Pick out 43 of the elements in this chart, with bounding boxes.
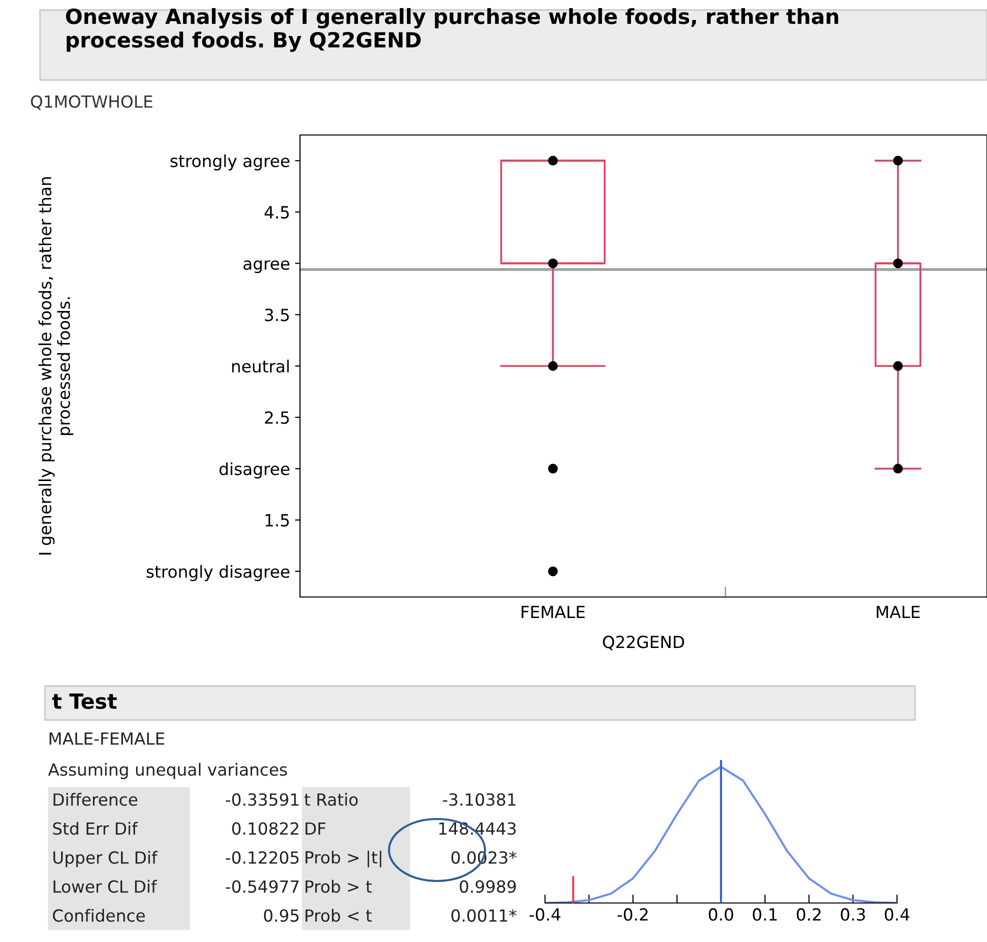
x-tick-label: 0.4 <box>884 908 910 921</box>
y-axis-title: I generally purchase whole foods, rather than processed foods. <box>38 177 74 555</box>
y-tick-label: agree <box>243 260 290 274</box>
x-tick-label: 0.3 <box>840 908 865 921</box>
text: t Ratio <box>304 792 358 806</box>
x-tick-label: 0.1 <box>752 908 777 921</box>
text: -0.12205 <box>226 851 299 864</box>
text: 0.0011* <box>451 909 516 922</box>
x-tick-label: -0.4 <box>530 908 560 921</box>
text: 0.95 <box>264 909 299 922</box>
x-tick-label: FEMALE <box>522 606 585 618</box>
x-axis-title: Q22GEND <box>602 636 684 650</box>
text: MALE-FEMALE <box>50 732 164 745</box>
y-tick-label: disagree <box>220 462 290 478</box>
text: Prob > |t| <box>306 850 382 868</box>
x-tick-label: -0.2 <box>618 908 648 921</box>
text: 0.10822 <box>232 822 298 835</box>
x-tick-label: MALE <box>876 606 920 618</box>
text: Difference <box>54 792 138 806</box>
chart-title: Oneway Analysis of I generally purchase whole foods, rather than processed foods. By Q22GEND <box>66 8 838 52</box>
text: Upper CL Dif <box>53 850 158 868</box>
y-tick-label: 3.5 <box>265 308 289 322</box>
text: Prob > t <box>306 880 372 893</box>
x-tick-label: 0.0 <box>708 908 734 921</box>
text: Confidence <box>52 908 145 922</box>
y-tick-label: neutral <box>232 360 289 373</box>
y-tick-label: 4.5 <box>264 206 289 219</box>
text: Assuming unequal variances <box>48 762 287 780</box>
text: 0.9989 <box>460 880 516 893</box>
x-tick-label: 0.2 <box>796 908 821 921</box>
y-tick-label: 2.5 <box>264 411 289 424</box>
y-tick-label: strongly disagree <box>146 565 290 582</box>
text: t Test <box>52 694 117 710</box>
text: -0.33591 <box>226 793 298 806</box>
y-tick-label: strongly agree <box>170 154 290 170</box>
text: Lower CL Dif <box>54 880 158 893</box>
text: -0.54977 <box>226 880 299 893</box>
y-tick-label: 1.5 <box>266 514 289 527</box>
text: -3.10381 <box>442 793 516 806</box>
text: Std Err Dif <box>53 822 138 835</box>
text: Q1MOTWHOLE <box>30 95 152 110</box>
text: Prob < t <box>306 908 372 922</box>
text: DF <box>306 822 326 835</box>
